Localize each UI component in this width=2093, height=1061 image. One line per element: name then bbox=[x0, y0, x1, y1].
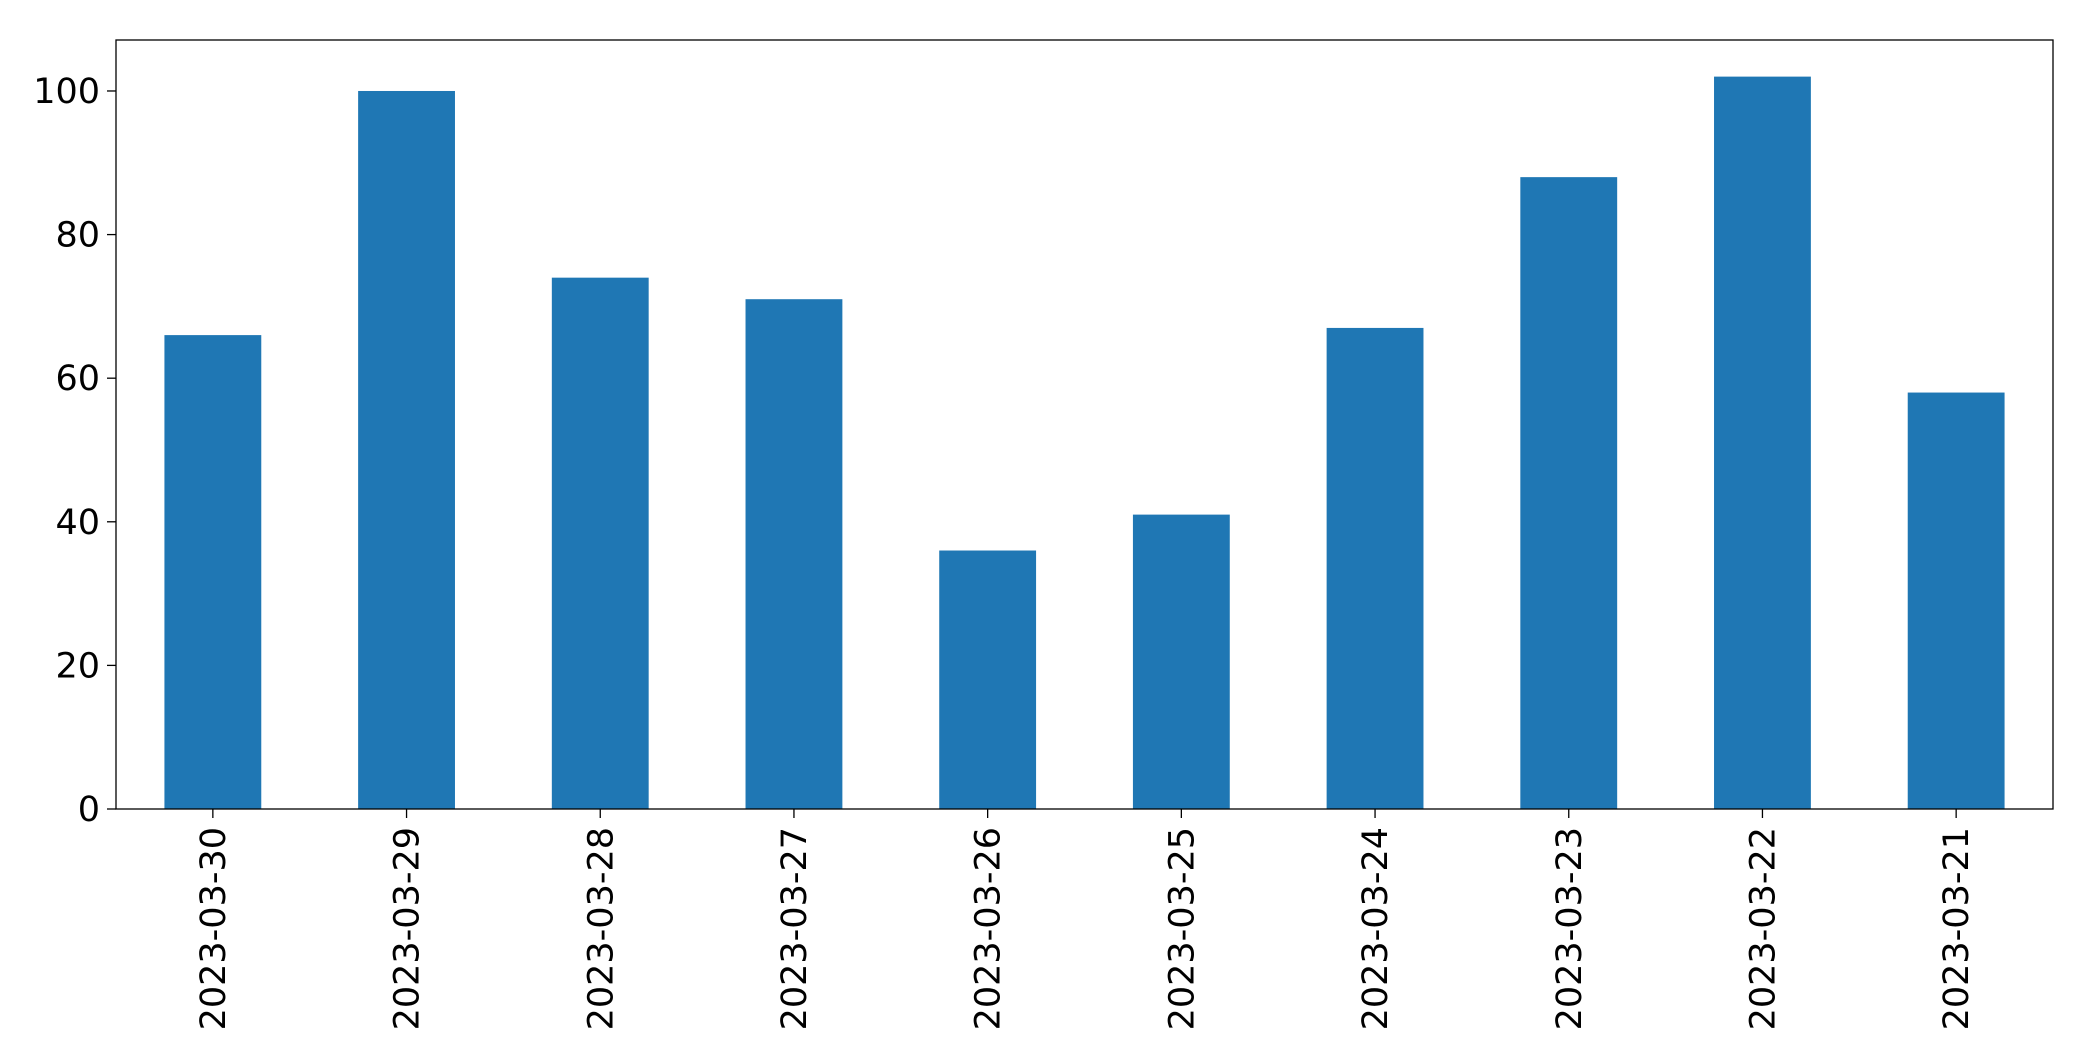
x-tick-label: 2023-03-24 bbox=[1356, 827, 1396, 1030]
bar bbox=[1907, 392, 2005, 809]
x-tick-label: 2023-03-21 bbox=[1937, 827, 1977, 1030]
y-tick-label: 40 bbox=[55, 503, 100, 543]
x-tick-label: 2023-03-28 bbox=[581, 827, 621, 1030]
x-tick-label: 2023-03-29 bbox=[388, 827, 428, 1030]
plot-frame bbox=[115, 39, 2054, 810]
bar bbox=[358, 90, 455, 809]
x-tick-label: 2023-03-26 bbox=[969, 827, 1009, 1030]
x-tick-label: 2023-03-23 bbox=[1550, 827, 1590, 1030]
bar bbox=[1132, 514, 1230, 809]
x-tick-label: 2023-03-22 bbox=[1743, 827, 1783, 1030]
x-tick-label: 2023-03-30 bbox=[194, 827, 234, 1030]
y-tick-label: 0 bbox=[78, 790, 100, 830]
bar bbox=[745, 299, 843, 809]
y-tick-label: 100 bbox=[33, 72, 100, 112]
x-tick-label: 2023-03-27 bbox=[775, 827, 815, 1030]
y-tick-label: 80 bbox=[55, 216, 100, 256]
y-tick-label: 20 bbox=[55, 646, 100, 686]
bar bbox=[1326, 327, 1424, 809]
bar bbox=[1520, 177, 1618, 810]
x-tick-label: 2023-03-25 bbox=[1162, 827, 1202, 1030]
y-tick-label: 60 bbox=[55, 359, 100, 399]
bar bbox=[164, 335, 262, 809]
bar bbox=[1714, 76, 1811, 810]
bar bbox=[939, 550, 1037, 809]
bar bbox=[551, 277, 649, 809]
